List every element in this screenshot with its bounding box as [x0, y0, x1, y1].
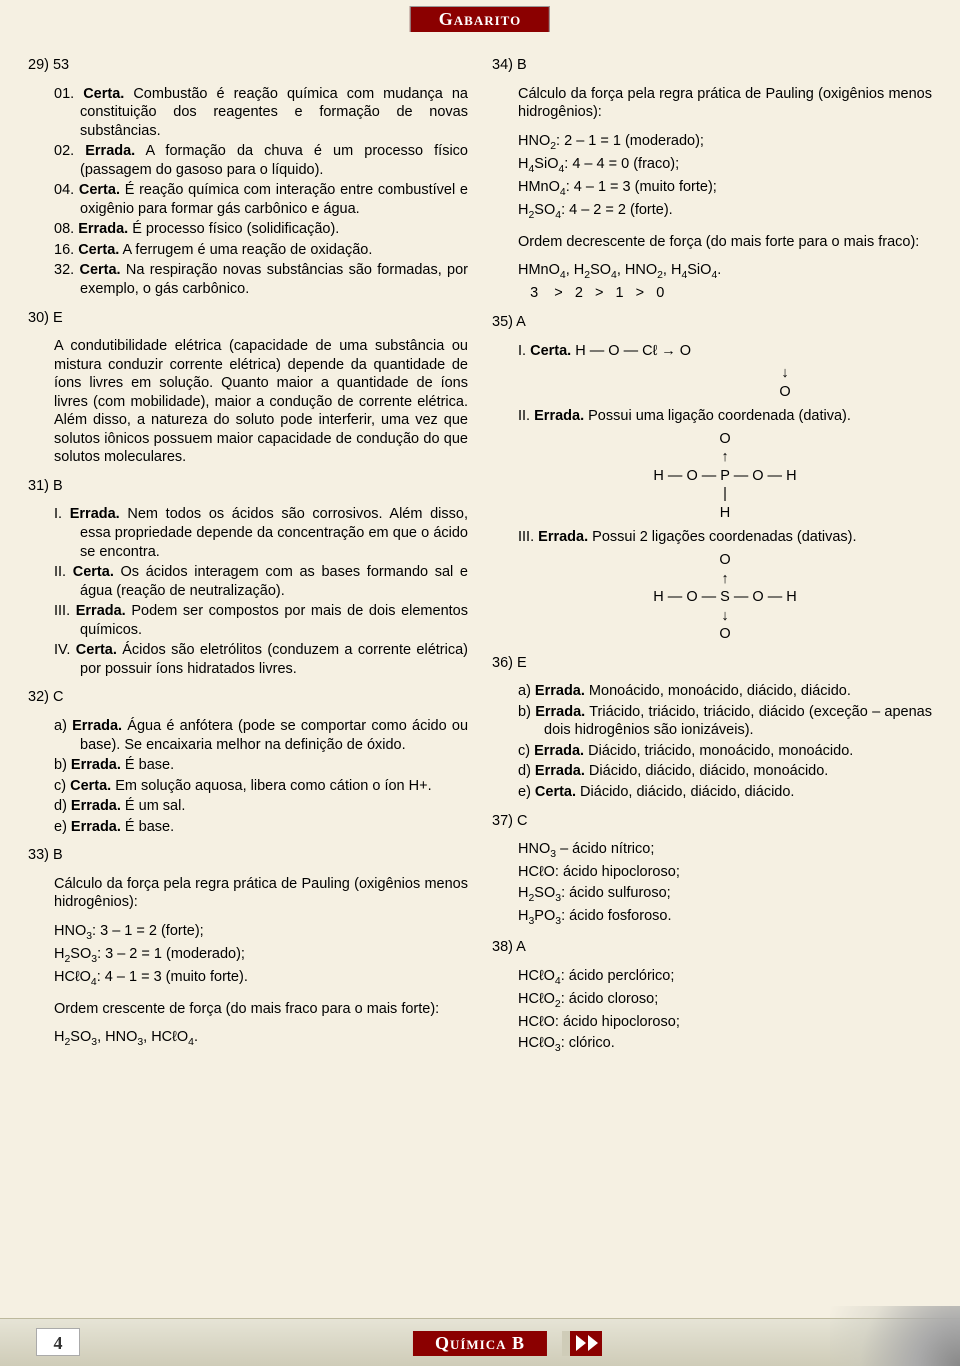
q34-l4: H2SO4: 4 – 2 = 2 (forte). — [518, 201, 932, 222]
q36-number: 36) E — [492, 654, 932, 673]
q29-i32: 32. Certa. Na respiração novas substânci… — [54, 261, 468, 298]
q30-body: A condutibilidade elétrica (capacidade d… — [54, 337, 468, 467]
q37-l1: HNO3 – ácido nítrico; — [518, 840, 932, 861]
q37-number: 37) C — [492, 812, 932, 831]
q30-text: A condutibilidade elétrica (capacidade d… — [54, 337, 468, 467]
q37-body: HNO3 – ácido nítrico; HCℓO: ácido hipocl… — [518, 840, 932, 928]
q33-number: 33) B — [28, 846, 468, 865]
q34-number: 34) B — [492, 56, 932, 75]
q36-a: a) Errada. Monoácido, monoácido, diácido… — [518, 682, 932, 701]
q38-l4: HCℓO3: clórico. — [518, 1034, 932, 1055]
corner-decoration — [830, 1306, 960, 1366]
q31-i1: I. Errada. Nem todos os ácidos são corro… — [54, 505, 468, 561]
content-area: 29) 53 01. Certa. Combustão é reação quí… — [28, 46, 932, 1057]
right-column: 34) B Cálculo da força pela regra prátic… — [492, 46, 932, 1057]
footer-logo-icon — [562, 1331, 602, 1356]
q34-l2: H4SiO4: 4 – 4 = 0 (fraco); — [518, 155, 932, 176]
q33-l3: HCℓO4: 4 – 1 = 3 (muito forte). — [54, 968, 468, 989]
q31-i2: II. Certa. Os ácidos interagem com as ba… — [54, 563, 468, 600]
q33-order-label: Ordem crescente de força (do mais fraco … — [54, 1000, 468, 1019]
q31-number: 31) B — [28, 477, 468, 496]
q35-i3-diagram: O ↑ H — O — S — O — H ↓ O — [518, 551, 932, 644]
q29-i04: 04. Certa. É reação química com interaçã… — [54, 181, 468, 218]
q31-i3: III. Errada. Podem ser compostos por mai… — [54, 602, 468, 639]
q35-i1: I. Certa. H — O — Cℓ → O — [518, 342, 932, 361]
q35-i3: III. Errada. Possui 2 ligações coordenad… — [518, 528, 932, 547]
q30-number: 30) E — [28, 309, 468, 328]
q36-c: c) Errada. Diácido, triácido, monoácido,… — [518, 742, 932, 761]
page-number: 4 — [36, 1328, 80, 1356]
q35-body: I. Certa. H — O — Cℓ → O ↓ O II. Errada.… — [518, 342, 932, 644]
q36-e: e) Certa. Diácido, diácido, diácido, diá… — [518, 783, 932, 802]
q33-l2: H2SO3: 3 – 2 = 1 (moderado); — [54, 945, 468, 966]
q32-number: 32) C — [28, 688, 468, 707]
q33-l1: HNO3: 3 – 1 = 2 (forte); — [54, 922, 468, 943]
q34-l3: HMnO4: 4 – 1 = 3 (muito forte); — [518, 178, 932, 199]
q37-l2: HCℓO: ácido hipocloroso; — [518, 863, 932, 882]
q29-i02: 02. Errada. A formação da chuva é um pro… — [54, 142, 468, 179]
footer-subject: Química B — [413, 1331, 547, 1356]
q32-e: e) Errada. É base. — [54, 818, 468, 837]
q33-order: H2SO3, HNO3, HCℓO4. — [54, 1028, 468, 1049]
q38-l3: HCℓO: ácido hipocloroso; — [518, 1013, 932, 1032]
q36-b: b) Errada. Triácido, triácido, triácido,… — [518, 703, 932, 740]
q31-i4: IV. Certa. Ácidos são eletrólitos (condu… — [54, 641, 468, 678]
q29-body: 01. Certa. Combustão é reação química co… — [54, 85, 468, 299]
q34-order2: 3 > 2 > 1 > 0 — [518, 284, 932, 303]
q35-number: 35) A — [492, 313, 932, 332]
header-label: Gabarito — [410, 6, 550, 32]
q38-number: 38) A — [492, 938, 932, 957]
q37-l3: H2SO3: ácido sulfuroso; — [518, 884, 932, 905]
q29-number: 29) 53 — [28, 56, 468, 75]
q38-l2: HCℓO2: ácido cloroso; — [518, 990, 932, 1011]
q29-i01: 01. Certa. Combustão é reação química co… — [54, 85, 468, 141]
q33-intro: Cálculo da força pela regra prática de P… — [54, 875, 468, 912]
q35-i2: II. Errada. Possui uma ligação coordenad… — [518, 407, 932, 426]
q29-i16: 16. Certa. A ferrugem é uma reação de ox… — [54, 241, 468, 260]
q34-order-label: Ordem decrescente de força (do mais fort… — [518, 233, 932, 252]
q38-body: HCℓO4: ácido perclórico; HCℓO2: ácido cl… — [518, 967, 932, 1055]
q35-i2-diagram: O ↑ H — O — P — O — H | H — [518, 430, 932, 523]
q32-c: c) Certa. Em solução aquosa, libera como… — [54, 777, 468, 796]
left-column: 29) 53 01. Certa. Combustão é reação quí… — [28, 46, 468, 1057]
q32-b: b) Errada. É base. — [54, 756, 468, 775]
q32-body: a) Errada. Água é anfótera (pode se comp… — [54, 717, 468, 836]
q36-d: d) Errada. Diácido, diácido, diácido, mo… — [518, 762, 932, 781]
q35-i1-diagram: ↓ O — [518, 364, 932, 401]
q34-order1: HMnO4, H2SO4, HNO2, H4SiO4. — [518, 261, 932, 282]
q32-d: d) Errada. É um sal. — [54, 797, 468, 816]
q32-a: a) Errada. Água é anfótera (pode se comp… — [54, 717, 468, 754]
q33-body: Cálculo da força pela regra prática de P… — [54, 875, 468, 1050]
q37-l4: H3PO3: ácido fosforoso. — [518, 907, 932, 928]
q34-l1: HNO2: 2 – 1 = 1 (moderado); — [518, 132, 932, 153]
q38-l1: HCℓO4: ácido perclórico; — [518, 967, 932, 988]
q36-body: a) Errada. Monoácido, monoácido, diácido… — [518, 682, 932, 801]
q34-body: Cálculo da força pela regra prática de P… — [518, 85, 932, 303]
q34-intro: Cálculo da força pela regra prática de P… — [518, 85, 932, 122]
footer-bar: 4 Química B — [0, 1318, 960, 1366]
q29-i08: 08. Errada. É processo físico (solidific… — [54, 220, 468, 239]
q31-body: I. Errada. Nem todos os ácidos são corro… — [54, 505, 468, 678]
